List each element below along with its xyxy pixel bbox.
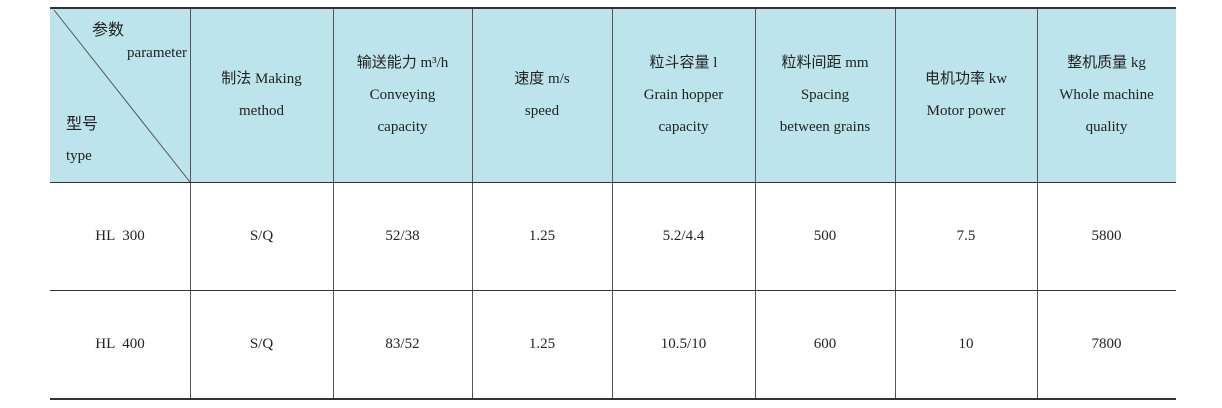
corner-top-en: parameter: [127, 45, 187, 61]
header-line: 粒料间距 mm: [781, 55, 869, 71]
header-cell: 制法 Making method: [190, 8, 333, 182]
header-line: 制法 Making: [221, 71, 302, 87]
header-line: between grains: [779, 119, 871, 135]
header-cell: 整机质量 kg Whole machine quality: [1037, 8, 1176, 182]
table-cell: S/Q: [249, 336, 274, 352]
column-border: [612, 8, 613, 398]
corner-top-cn: 参数: [92, 22, 125, 39]
header-line: Motor power: [926, 103, 1006, 119]
row-border: [50, 398, 1176, 400]
table-cell: 600: [813, 336, 837, 352]
header-line: method: [239, 103, 284, 119]
table-cell: S/Q: [249, 228, 274, 244]
header-line: 粒斗容量 l: [649, 55, 718, 71]
header-cell: 粒斗容量 l Grain hopper capacity: [612, 8, 755, 182]
header-cell: 速度 m/s speed: [472, 8, 612, 182]
table-cell: 7800: [1091, 336, 1122, 352]
header-line: quality: [1085, 119, 1128, 135]
header-line: Grain hopper: [643, 87, 724, 103]
column-border: [333, 8, 334, 398]
header-line: speed: [524, 103, 560, 119]
header-cell: 输送能力 m³/h Conveying capacity: [333, 8, 472, 182]
column-border: [755, 8, 756, 398]
row-border: [50, 182, 1176, 183]
table-cell: 83/52: [385, 336, 420, 352]
table-cell: 5800: [1091, 228, 1122, 244]
table-cell: 7.5: [956, 228, 976, 244]
header-line: capacity: [658, 119, 709, 135]
column-border: [1037, 8, 1038, 398]
table-cell: 52/38: [385, 228, 420, 244]
header-line: 输送能力 m³/h: [356, 55, 449, 71]
column-border: [190, 8, 191, 398]
table-cell: 10.5/10: [660, 336, 707, 352]
header-line: 整机质量 kg: [1067, 55, 1146, 71]
table-cell: 500: [813, 228, 837, 244]
table-cell: 1.25: [528, 336, 556, 352]
table-cell: HL 300: [95, 228, 145, 244]
header-cell: 电机功率 kw Motor power: [895, 8, 1037, 182]
header-line: Conveying: [369, 87, 436, 103]
row-border: [50, 290, 1176, 291]
header-line: Whole machine: [1059, 87, 1154, 103]
corner-bottom-en: type: [66, 148, 92, 164]
table-cell: 10: [958, 336, 974, 352]
header-line: 电机功率 kw: [924, 71, 1008, 87]
table-cell: 1.25: [528, 228, 556, 244]
header-line: capacity: [377, 119, 428, 135]
header-line: Spacing: [800, 87, 850, 103]
header-line: 速度 m/s: [514, 71, 570, 87]
column-border: [895, 8, 896, 398]
table-cell: HL 400: [95, 336, 145, 352]
column-border: [472, 8, 473, 398]
corner-bottom-cn: 型号: [66, 116, 99, 133]
header-cell: 粒料间距 mm Spacing between grains: [755, 8, 895, 182]
table-cell: 5.2/4.4: [662, 228, 705, 244]
row-border: [50, 7, 1176, 9]
